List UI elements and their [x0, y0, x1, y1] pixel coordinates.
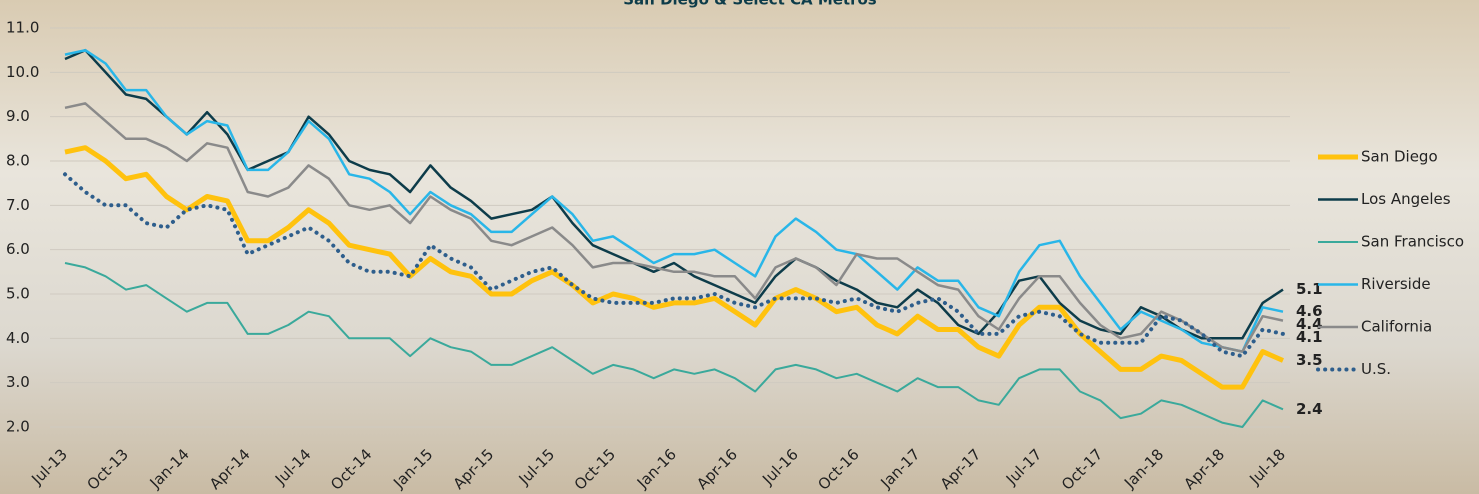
y-tick-label: 6.0: [6, 240, 30, 258]
legend-label: Riverside: [1361, 275, 1431, 293]
page: {"chart_data": { "type": "line", "title"…: [0, 0, 1479, 494]
legend-label: San Diego: [1361, 148, 1438, 166]
chart: San Diego & Select CA Metros 2.0 3.0 4.0 5.…: [0, 0, 1479, 494]
legend-label: California: [1361, 318, 1432, 336]
y-tick-label: 3.0: [6, 373, 30, 391]
value-label: 5.1: [1296, 280, 1323, 298]
y-tick-label: 7.0: [6, 196, 30, 214]
y-tick-label: 11.0: [6, 19, 39, 37]
value-label: 4.1: [1296, 328, 1323, 346]
legend-label: Los Angeles: [1361, 190, 1451, 208]
y-tick-label: 2.0: [6, 418, 30, 436]
y-tick-label: 4.0: [6, 329, 30, 347]
y-tick-label: 8.0: [6, 152, 30, 170]
legend-label: San Francisco: [1361, 233, 1464, 251]
legend-label: U.S.: [1361, 360, 1391, 378]
background: [0, 0, 1479, 494]
value-label: 2.4: [1296, 400, 1323, 418]
y-tick-label: 9.0: [6, 107, 30, 125]
chart-title: San Diego & Select CA Metros: [623, 0, 877, 9]
y-tick-label: 10.0: [6, 63, 39, 81]
y-tick-label: 5.0: [6, 285, 30, 303]
value-label: 3.5: [1296, 351, 1323, 369]
